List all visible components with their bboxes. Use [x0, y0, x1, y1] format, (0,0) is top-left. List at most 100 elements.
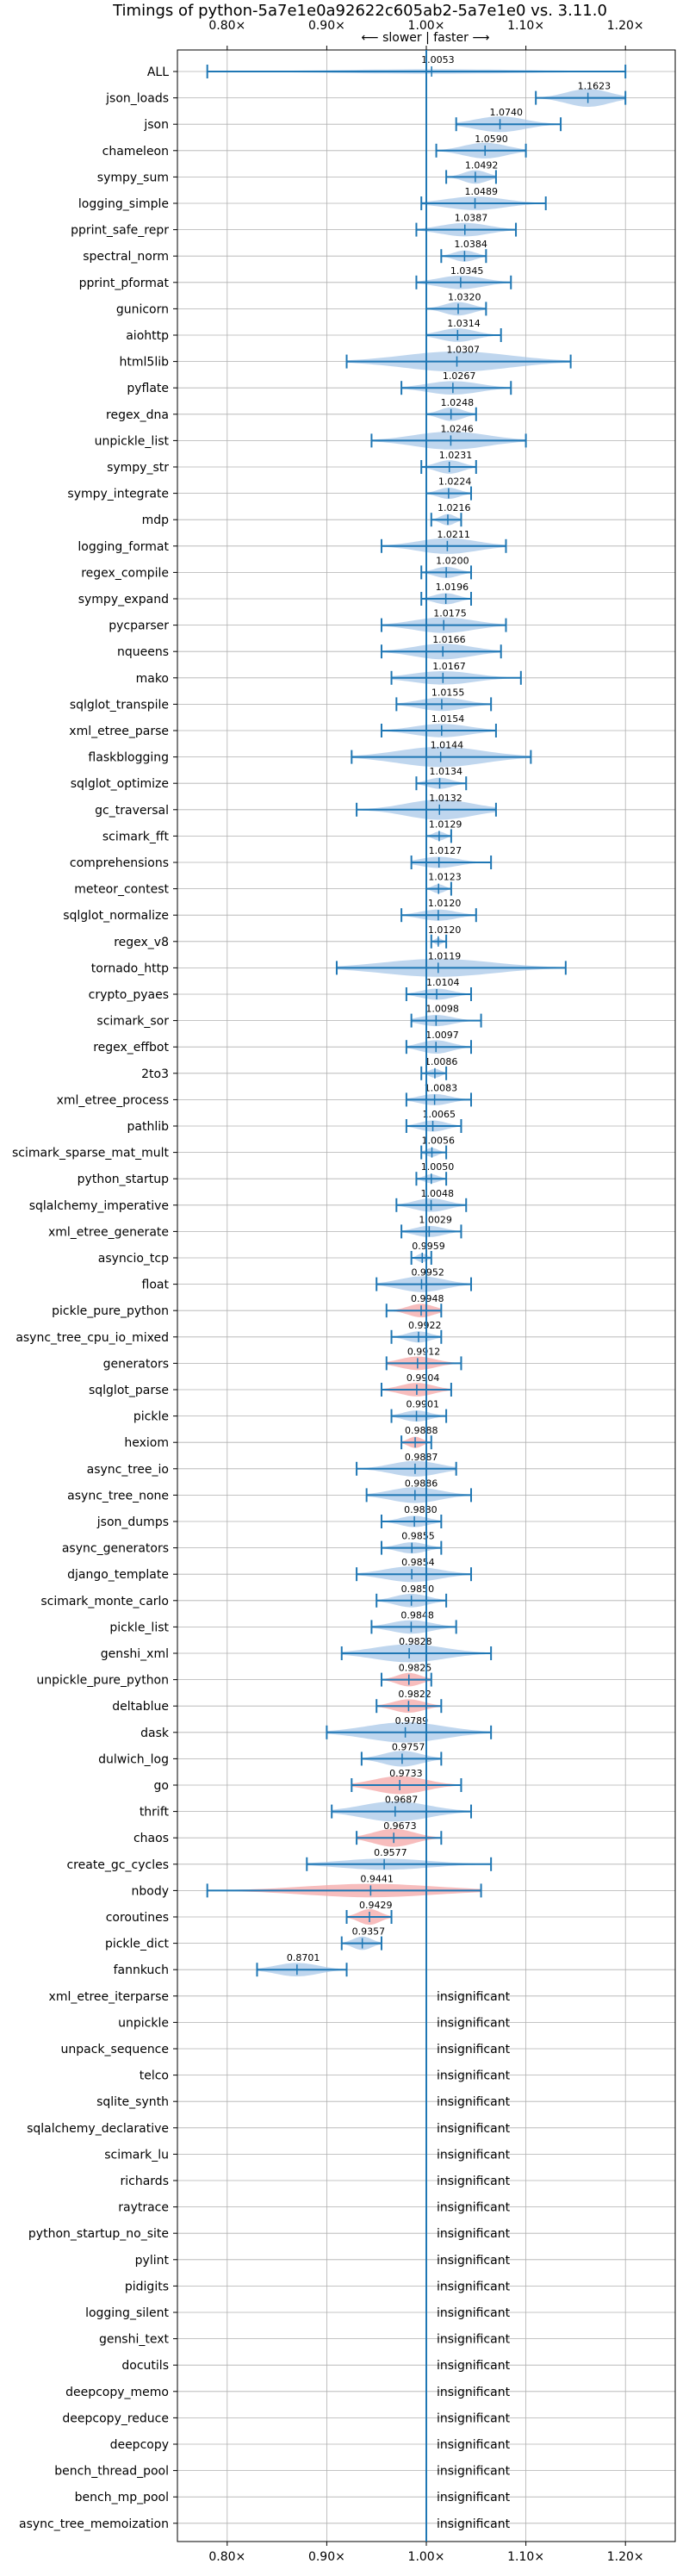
benchmark-label: fannkuch	[114, 1963, 169, 1977]
insignificant-label: insignificant	[437, 2016, 511, 2030]
value-label: 1.0387	[455, 213, 488, 224]
value-label: 1.0065	[423, 1109, 456, 1120]
value-label: 0.8701	[287, 1952, 320, 1963]
value-label: 0.9757	[392, 1741, 425, 1752]
insignificant-label: insignificant	[437, 2122, 511, 2136]
benchmark-label: thrift	[140, 1806, 170, 1820]
axis-layer: 0.80× 0.80× 0.90× 0.90× 1.00× 1.00× 1.10× 1.10×…	[12, 19, 676, 2564]
benchmark-label: async_tree_memoization	[19, 2517, 169, 2531]
value-label: 1.0086	[425, 1056, 458, 1067]
benchmark-label: logging_silent	[85, 2306, 169, 2320]
value-label: 1.0129	[429, 818, 462, 830]
x-tick-label-top: 0.80×	[208, 19, 245, 33]
value-label: 1.0127	[429, 845, 462, 856]
value-label: 0.9822	[398, 1689, 431, 1700]
benchmark-label: bench_thread_pool	[54, 2465, 169, 2479]
x-tick-label-bottom: 1.00×	[408, 2550, 445, 2564]
value-label: 0.9948	[411, 1293, 444, 1304]
value-label: 1.0166	[432, 634, 465, 645]
value-label: 1.0248	[441, 397, 475, 408]
benchmark-label: create_gc_cycles	[66, 1858, 169, 1872]
value-label: 1.0384	[454, 239, 487, 250]
benchmark-label: pylint	[135, 2254, 170, 2268]
benchmark-label: coroutines	[106, 1911, 169, 1925]
benchmark-label: spectral_norm	[83, 250, 169, 264]
insignificant-label: insignificant	[437, 2095, 511, 2109]
value-label: 0.9828	[399, 1636, 432, 1647]
value-label: 0.9901	[407, 1399, 440, 1410]
value-label: 1.0098	[425, 1004, 459, 1015]
insignificant-label: insignificant	[437, 2227, 511, 2241]
benchmark-label: raytrace	[118, 2201, 169, 2215]
value-label: 1.0216	[438, 502, 471, 513]
value-label: 1.1623	[578, 81, 611, 92]
value-label: 0.9577	[374, 1847, 407, 1858]
benchmark-label: mako	[136, 672, 169, 686]
insignificant-label: insignificant	[437, 2201, 511, 2215]
x-tick-label-top: 1.20×	[607, 19, 644, 33]
value-label: 1.0175	[433, 608, 466, 619]
benchmark-label: dask	[140, 1727, 170, 1740]
benchmark-label: unpickle_pure_python	[36, 1674, 169, 1688]
value-label: 0.9441	[360, 1873, 394, 1884]
benchmark-label: mdp	[142, 513, 170, 527]
benchmark-label: pprint_safe_repr	[71, 224, 169, 238]
insignificant-label: insignificant	[437, 2333, 511, 2347]
benchmark-label: chameleon	[102, 145, 169, 159]
benchmark-label: python_startup	[78, 1173, 169, 1186]
value-label: 1.0211	[437, 529, 470, 540]
insignificant-label: insignificant	[437, 2465, 511, 2479]
benchmark-label: json_dumps	[96, 1515, 169, 1529]
x-tick-label-bottom: 0.90×	[308, 2550, 345, 2564]
value-label: 1.0320	[448, 291, 481, 302]
value-label: 1.0196	[436, 582, 469, 593]
benchmark-label: gc_traversal	[95, 804, 169, 818]
x-tick-label-top: 1.10×	[507, 19, 544, 33]
benchmark-label: scimark_sor	[96, 1015, 169, 1029]
benchmark-label: genshi_xml	[101, 1647, 169, 1661]
value-label: 0.9912	[407, 1346, 441, 1357]
benchmark-label: scimark_sparse_mat_mult	[12, 1147, 169, 1160]
value-label: 1.0167	[432, 661, 465, 672]
benchmark-label: chaos	[133, 1832, 169, 1845]
value-label: 0.9733	[389, 1768, 423, 1779]
benchmark-label: deepcopy	[110, 2438, 169, 2452]
benchmark-label: regex_dna	[106, 408, 169, 422]
insignificant-label: insignificant	[437, 2306, 511, 2320]
benchmark-label: json_loads	[105, 92, 169, 106]
benchmark-label: xml_etree_parse	[69, 725, 169, 738]
value-label: 1.0120	[428, 898, 462, 909]
benchmark-label: html5lib	[120, 356, 170, 370]
value-label: 1.0740	[490, 107, 524, 118]
insignificant-label: insignificant	[437, 2491, 511, 2504]
benchmark-label: regex_effbot	[93, 1041, 169, 1055]
value-label: 1.0314	[447, 318, 481, 329]
benchmark-label: nbody	[132, 1884, 170, 1898]
benchmark-label: deepcopy_memo	[65, 2386, 169, 2399]
benchmark-label: dulwich_log	[98, 1752, 169, 1766]
benchmark-label: sqlglot_transpile	[70, 698, 169, 712]
value-label: 1.0144	[431, 740, 463, 751]
value-label: 0.9687	[385, 1795, 419, 1806]
value-label: 1.0492	[465, 159, 499, 171]
violin-layer	[206, 65, 627, 1977]
benchmark-label: telco	[140, 2069, 169, 2083]
x-tick-label-bottom: 1.20×	[607, 2550, 644, 2564]
value-label: 1.0029	[419, 1214, 452, 1225]
benchmark-label: scimark_monte_carlo	[40, 1595, 169, 1608]
value-label: 1.0104	[426, 977, 460, 988]
benchmark-label: unpack_sequence	[61, 2043, 169, 2056]
benchmark-label: logging_format	[78, 540, 169, 554]
insignificant-label: insignificant	[437, 2411, 511, 2425]
benchmark-label: flaskblogging	[88, 751, 169, 765]
value-label: 1.0590	[475, 134, 508, 145]
benchmark-label: xml_etree_process	[57, 1093, 169, 1107]
value-label: 0.9789	[395, 1715, 429, 1727]
benchmark-label: xml_etree_generate	[48, 1225, 169, 1239]
benchmark-label: sympy_integrate	[67, 488, 169, 501]
benchmark-label: async_generators	[62, 1542, 169, 1556]
benchmark-label: sympy_sum	[97, 171, 169, 184]
benchmark-label: float	[142, 1279, 170, 1292]
insignificant-label: insignificant	[437, 2148, 511, 2162]
benchmark-label: sqlglot_parse	[89, 1384, 169, 1397]
